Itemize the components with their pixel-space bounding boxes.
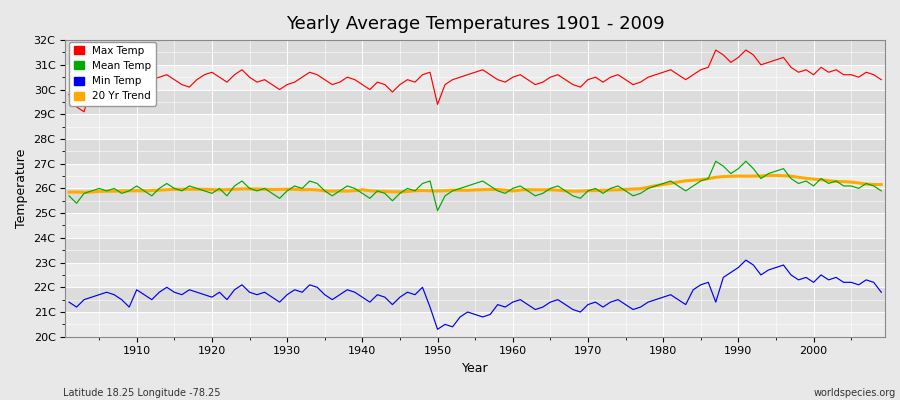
Min Temp (515, 297, 526, 302)
20 Yr Trend (508, 189, 518, 194)
20 Yr Trend (515, 188, 526, 192)
Bar (66, 287, 885, 312)
Bar (66, 65, 885, 90)
Mean Temp (289, 184, 300, 188)
Min Temp (432, 327, 443, 332)
Line: Mean Temp: Mean Temp (69, 161, 881, 211)
20 Yr Trend (763, 173, 774, 178)
Max Temp (131, 75, 142, 80)
Bar (66, 90, 885, 114)
20 Yr Trend (876, 182, 886, 187)
Bar (66, 188, 885, 213)
Mean Temp (515, 184, 526, 188)
Mean Temp (335, 188, 346, 193)
Max Temp (64, 92, 75, 97)
Bar (66, 312, 885, 337)
Min Temp (289, 287, 300, 292)
Min Temp (124, 305, 135, 310)
Max Temp (342, 75, 353, 80)
Bar (66, 114, 885, 139)
Bar (66, 139, 885, 164)
20 Yr Trend (64, 190, 75, 194)
Bar (66, 40, 885, 65)
X-axis label: Year: Year (462, 362, 489, 375)
Min Temp (64, 300, 75, 304)
Mean Temp (876, 188, 886, 193)
20 Yr Trend (342, 189, 353, 194)
20 Yr Trend (131, 188, 142, 193)
Min Temp (335, 292, 346, 297)
Max Temp (78, 109, 89, 114)
Max Temp (515, 72, 526, 77)
Mean Temp (432, 208, 443, 213)
Mean Temp (508, 186, 518, 191)
Max Temp (297, 75, 308, 80)
Legend: Max Temp, Mean Temp, Min Temp, 20 Yr Trend: Max Temp, Mean Temp, Min Temp, 20 Yr Tre… (69, 42, 156, 106)
Bar (66, 213, 885, 238)
Bar (66, 262, 885, 287)
Max Temp (605, 75, 616, 80)
Max Temp (710, 48, 721, 52)
Bar (66, 238, 885, 262)
Mean Temp (605, 186, 616, 191)
20 Yr Trend (297, 187, 308, 192)
20 Yr Trend (605, 188, 616, 192)
Line: Max Temp: Max Temp (69, 50, 881, 112)
Min Temp (508, 300, 518, 304)
Text: worldspecies.org: worldspecies.org (814, 388, 896, 398)
Line: Min Temp: Min Temp (69, 260, 881, 329)
Mean Temp (124, 188, 135, 193)
Bar (66, 164, 885, 188)
20 Yr Trend (78, 190, 89, 195)
Y-axis label: Temperature: Temperature (15, 149, 28, 228)
Mean Temp (710, 159, 721, 164)
Min Temp (876, 290, 886, 295)
Min Temp (741, 258, 751, 262)
Min Temp (605, 300, 616, 304)
Text: Latitude 18.25 Longitude -78.25: Latitude 18.25 Longitude -78.25 (63, 388, 220, 398)
Max Temp (508, 75, 518, 80)
Max Temp (876, 77, 886, 82)
Line: 20 Yr Trend: 20 Yr Trend (69, 176, 881, 192)
Title: Yearly Average Temperatures 1901 - 2009: Yearly Average Temperatures 1901 - 2009 (286, 15, 664, 33)
Mean Temp (64, 194, 75, 198)
